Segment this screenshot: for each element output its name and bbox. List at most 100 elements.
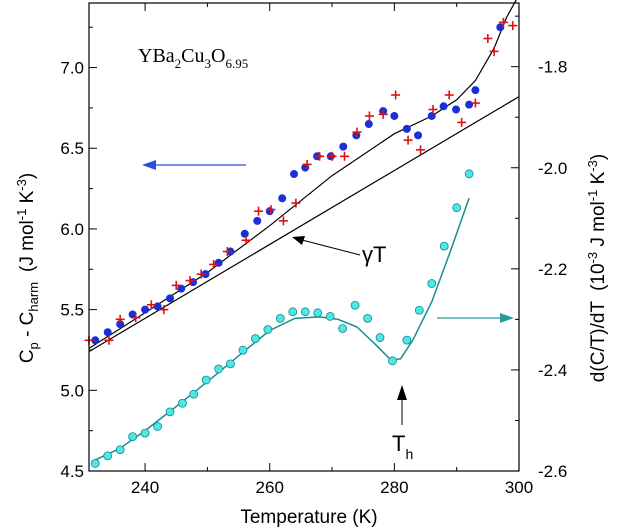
cyan-point [103, 451, 113, 461]
ticks: 240 260 280 300 4.5 5.0 5.5 6.0 6.5 7.0 -2.6 -2.4 -2… [60, 3, 567, 497]
red-cross-point [209, 259, 219, 269]
y-left-tick-label: 4.5 [60, 462, 84, 481]
red-cross-point [403, 135, 413, 145]
red-cross-point [352, 127, 362, 137]
blue-point [278, 194, 287, 203]
cyan-point [464, 169, 474, 179]
blue-point [253, 216, 262, 225]
blue-point [465, 100, 474, 109]
blue-point [402, 124, 411, 133]
cyan-point [128, 432, 138, 442]
cyan-point [338, 324, 348, 333]
red-cross-point [291, 198, 301, 208]
cyan-point [226, 359, 235, 369]
axes [88, 2, 520, 472]
x-tick-label: 240 [131, 478, 159, 497]
cyan-point [288, 307, 298, 317]
red-cross-point [222, 247, 232, 257]
blue-point [141, 305, 150, 314]
y-right-tick-label: -1.8 [538, 58, 567, 77]
cyan-point [427, 279, 437, 288]
red-cross-point [266, 205, 276, 215]
left-fit-curve [88, 0, 517, 349]
red-cross-point [378, 109, 388, 119]
compound-formula: YBa2Cu3O6.95 [138, 45, 248, 71]
cyan-point [90, 459, 100, 468]
red-cross-point [498, 17, 508, 27]
cyan-point [250, 334, 260, 343]
blue-point [91, 336, 100, 345]
cyan-point [238, 345, 248, 355]
red-cross-point [241, 235, 251, 245]
cyan-point [414, 305, 424, 315]
gamma-t-annotation: γT [292, 236, 386, 267]
fit-lines [88, 0, 520, 461]
red-cross-point [302, 159, 312, 169]
svg-text:γT: γT [362, 242, 386, 267]
blue-point [471, 86, 480, 95]
cyan-point [275, 313, 285, 323]
red-cross-point [483, 34, 493, 44]
red-cross-point [457, 117, 467, 127]
x-tick-label: 260 [256, 478, 284, 497]
blue-point [116, 320, 125, 329]
red-cross-point [185, 276, 195, 286]
red-cross-point [416, 145, 426, 155]
cyan-point [300, 307, 310, 317]
blue-point [128, 310, 137, 319]
red-cross-point [327, 151, 337, 161]
red-cross-point [159, 305, 169, 315]
red-cross-point [315, 151, 325, 161]
red-cross-point [104, 335, 114, 345]
y-left-tick-label: 5.5 [60, 301, 84, 320]
cyan-point [165, 407, 175, 417]
blue-point [265, 207, 274, 216]
cyan-point [263, 325, 273, 334]
y-left-tick-label: 6.5 [60, 139, 84, 158]
red-cross-point [131, 313, 141, 323]
y-right-axis-title: d(C/T)/dT(10-3 J mol-1 K-3) [585, 154, 609, 382]
blue-point [364, 120, 373, 129]
blue-point [177, 284, 186, 293]
blue-point [103, 328, 112, 337]
data-points [84, 17, 518, 468]
blue-point [390, 111, 399, 120]
y-left-tick-label: 7.0 [60, 59, 84, 78]
cyan-point [189, 389, 199, 399]
cyan-point [178, 398, 187, 408]
cyan-point [153, 422, 162, 431]
red-cross-point [444, 90, 454, 100]
cyan-point [115, 445, 125, 455]
y-left-tick-label: 6.0 [60, 220, 84, 239]
cyan-point [375, 333, 385, 342]
blue-point [496, 23, 505, 32]
cyan-point [140, 428, 150, 438]
blue-point [339, 142, 348, 151]
x-tick-label: 280 [380, 478, 408, 497]
red-cross-point [489, 46, 499, 56]
red-cross-point [508, 21, 518, 31]
cyan-point [402, 335, 412, 345]
left-axis-arrow [142, 160, 246, 170]
cyan-point [452, 203, 462, 213]
red-cross-point [364, 111, 374, 121]
blue-point [414, 131, 423, 140]
cyan-point [439, 241, 449, 251]
th-annotation: Th [392, 385, 413, 462]
blue-point [452, 105, 461, 114]
svg-text:Th: Th [392, 431, 413, 462]
red-cross-point [254, 206, 264, 216]
plot-frame [88, 2, 520, 472]
cyan-point [388, 356, 397, 366]
red-cross-point [340, 151, 350, 161]
y-left-axis-title: Cp - Charm(J mol-1 K-3) [14, 173, 41, 363]
cyan-point [313, 308, 323, 318]
y-right-tick-label: -2.6 [538, 462, 567, 481]
y-right-tick-label: -2.4 [538, 361, 567, 380]
y-right-tick-label: -2.0 [538, 159, 567, 178]
cyan-point [201, 375, 211, 385]
blue-point [439, 102, 448, 111]
red-cross-point [278, 216, 288, 226]
cyan-point [214, 364, 224, 374]
